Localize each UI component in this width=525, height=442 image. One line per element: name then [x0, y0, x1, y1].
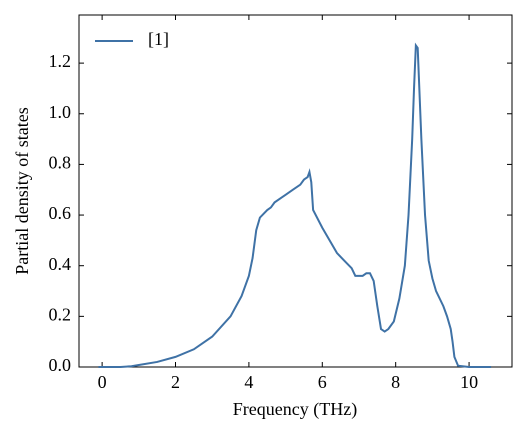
y-tick-label: 0.8	[49, 153, 72, 173]
y-axis-label: Partial density of states	[12, 107, 32, 274]
y-tick-label: 0.2	[49, 304, 72, 324]
x-axis-label: Frequency (THz)	[233, 399, 357, 420]
x-tick-label: 8	[391, 372, 400, 392]
x-tick-label: 2	[171, 372, 180, 392]
y-tick-label: 0.4	[49, 254, 72, 274]
legend-label: [1]	[148, 29, 169, 49]
y-tick-label: 1.2	[49, 51, 72, 71]
x-tick-label: 10	[460, 372, 478, 392]
x-tick-label: 4	[244, 372, 253, 392]
y-tick-label: 1.0	[49, 102, 72, 122]
plot-frame	[78, 14, 513, 368]
data-line	[98, 42, 492, 368]
x-tick-label: 6	[318, 372, 327, 392]
x-tick-label: 0	[98, 372, 107, 392]
y-tick-label: 0.0	[49, 355, 72, 375]
y-tick-label: 0.6	[49, 203, 72, 223]
